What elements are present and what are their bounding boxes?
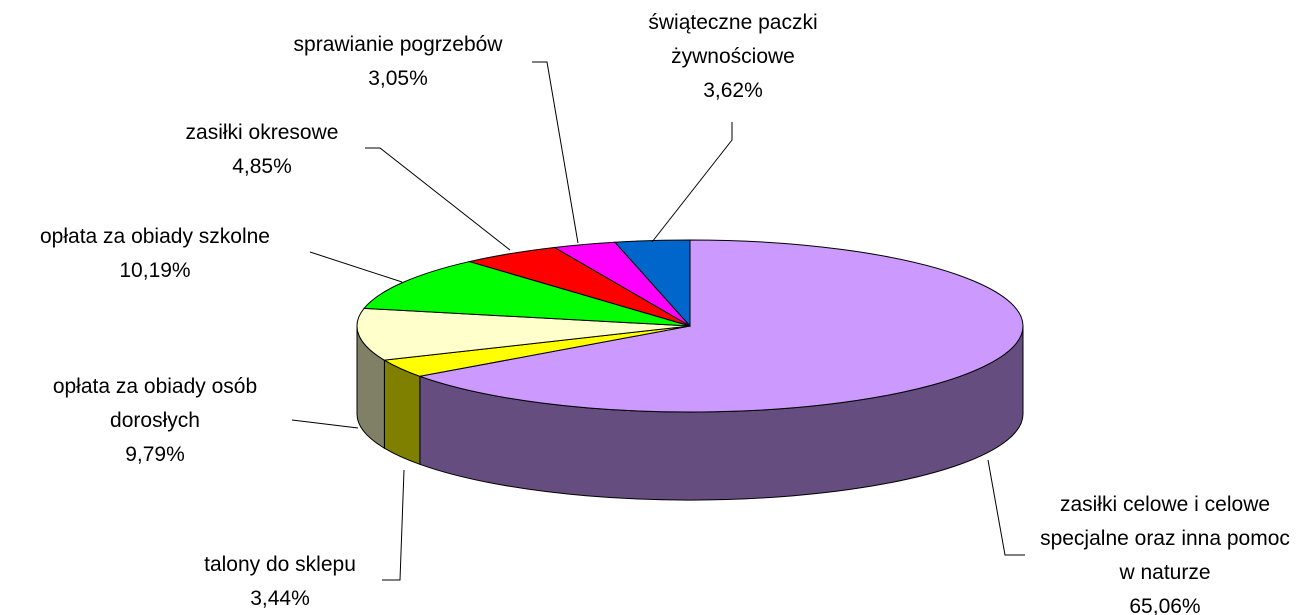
leader-line	[987, 459, 1025, 556]
leader-line	[365, 147, 511, 251]
category-label: sprawianie pogrzebów	[293, 33, 503, 56]
leader-line	[291, 419, 359, 429]
slice	[356, 307, 691, 361]
slice	[363, 261, 691, 327]
slice	[417, 239, 1024, 413]
category-label: opłata za obiady osób dorosłych	[52, 375, 258, 432]
leader-line	[651, 122, 733, 243]
value-label: 65,06%	[1129, 595, 1201, 615]
leader-line	[382, 469, 405, 581]
slice-label: świąteczne paczki żywnościowe 3,62%	[633, 6, 833, 108]
category-label: talony do sklepu	[204, 553, 356, 576]
value-label: 4,85%	[232, 155, 292, 178]
slice-label: sprawianie pogrzebów 3,05%	[258, 28, 538, 96]
value-label: 10,19%	[119, 259, 191, 282]
category-label: świąteczne paczki żywnościowe	[648, 11, 818, 68]
value-label: 3,62%	[703, 79, 763, 102]
slice-label: opłata za obiady osób dorosłych 9,79%	[10, 370, 300, 472]
slice	[613, 239, 691, 328]
slice-label: talony do sklepu 3,44%	[170, 548, 390, 615]
slice-side	[383, 359, 421, 465]
leader-line	[309, 251, 403, 283]
leader-line	[532, 61, 579, 244]
value-label: 3,05%	[368, 67, 428, 90]
slice-label: opłata za obiady szkolne 10,19%	[0, 220, 315, 288]
slice-label: zasiłki celowe i celowe specjalne oraz i…	[1040, 488, 1290, 615]
slice-label: zasiłki okresowe 4,85%	[152, 116, 372, 184]
value-label: 9,79%	[125, 443, 185, 466]
value-label: 3,44%	[250, 587, 310, 610]
category-label: zasiłki okresowe	[185, 121, 339, 144]
category-label: opłata za obiady szkolne	[40, 225, 270, 248]
category-label: zasiłki celowe i celowe specjalne oraz i…	[1040, 493, 1290, 584]
